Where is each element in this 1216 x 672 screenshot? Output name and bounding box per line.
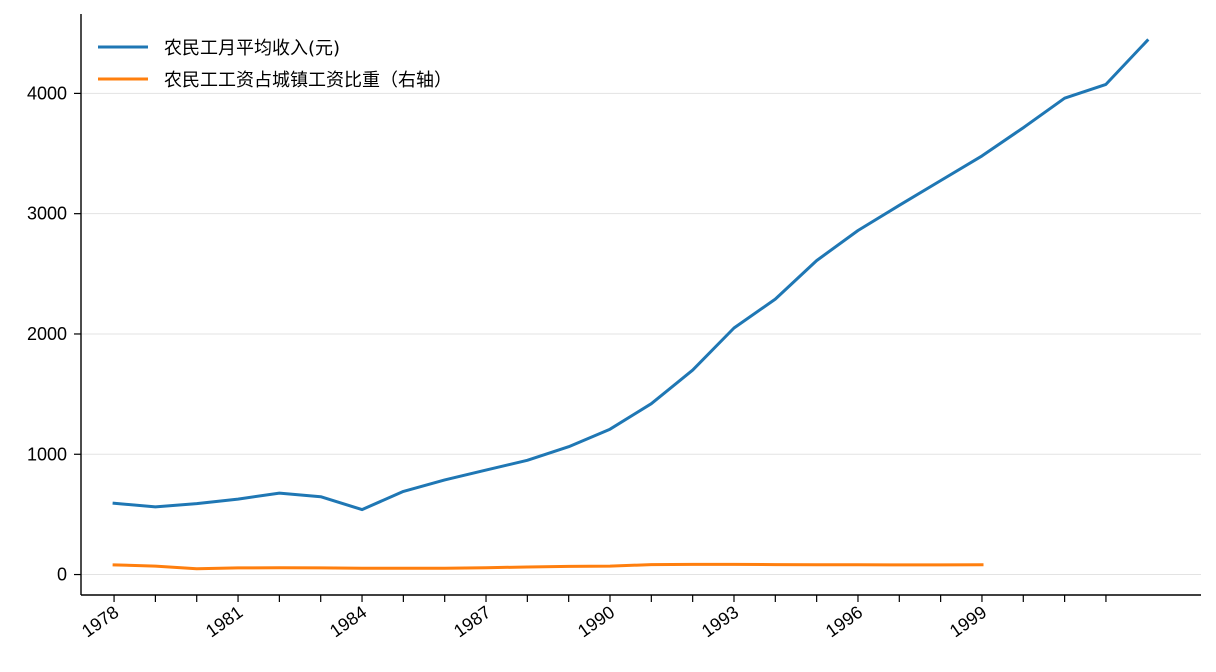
x-tick-label: 1981 xyxy=(202,602,246,641)
y-tick-label: 4000 xyxy=(27,83,67,103)
x-tick-label: 1996 xyxy=(822,602,866,641)
y-tick-label: 0 xyxy=(57,565,67,585)
x-tick-label: 1987 xyxy=(450,602,494,641)
axes xyxy=(80,14,1201,596)
x-tick-label: 1984 xyxy=(326,602,370,641)
x-tick-label: 1978 xyxy=(78,602,122,641)
series-line-wage-share xyxy=(112,562,984,571)
legend-label-income: 农民工月平均收入(元) xyxy=(164,38,340,59)
y-tick-label: 3000 xyxy=(27,204,67,224)
y-tick-label: 1000 xyxy=(27,444,67,464)
x-tick-label: 1990 xyxy=(574,602,618,641)
x-tick-label: 1993 xyxy=(698,602,742,641)
legend: 农民工月平均收入(元) 农民工工资占城镇工资比重（右轴） xyxy=(98,38,452,91)
gridlines xyxy=(81,92,1201,576)
y-ticks: 0 1000 2000 3000 4000 xyxy=(27,83,81,585)
series-line-income xyxy=(112,38,1150,512)
x-tick-label: 1999 xyxy=(946,602,990,641)
legend-label-wage-share: 农民工工资占城镇工资比重（右轴） xyxy=(164,70,452,91)
x-ticks: 1978 1981 1984 1987 1990 1993 1996 1999 xyxy=(78,595,1107,641)
y-tick-label: 2000 xyxy=(27,324,67,344)
series-lines xyxy=(112,38,1150,571)
